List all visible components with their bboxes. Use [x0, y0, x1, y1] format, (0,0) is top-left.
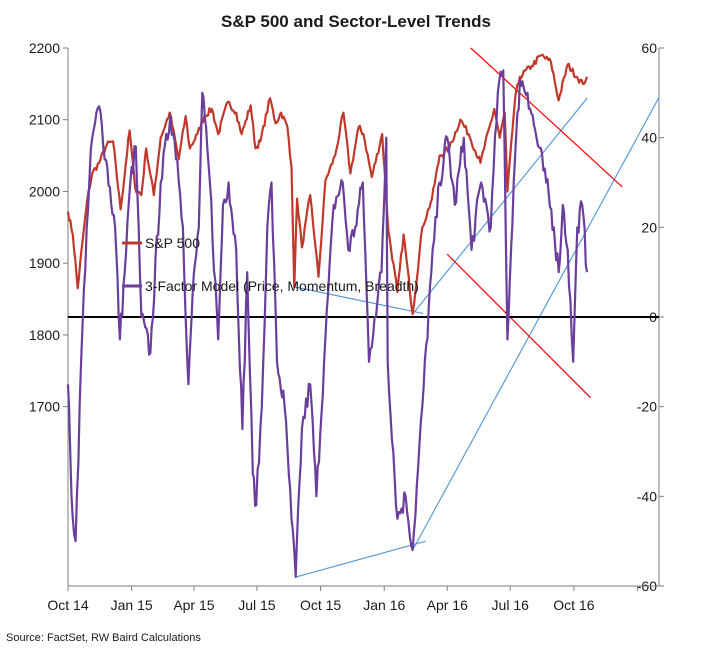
legend: S&P 500 3-Factor Model (Price, Momentum, … — [122, 235, 419, 294]
x-tick-label: Oct 15 — [300, 597, 341, 613]
annotation-lines — [68, 47, 660, 578]
x-tick-label: Jan 15 — [111, 597, 153, 613]
x-tick-label: Jan 16 — [363, 597, 405, 613]
x-tick-label: Oct 16 — [553, 597, 594, 613]
right-tick-label: 60 — [641, 40, 657, 56]
left-tick-label: 1900 — [29, 255, 60, 271]
x-tick-label: Apr 15 — [173, 597, 214, 613]
axes: 170018001900200021002200-60-40-200204060… — [29, 40, 664, 613]
right-tick-label: 20 — [641, 219, 657, 235]
left-tick-label: 2000 — [29, 183, 60, 199]
trendline — [446, 253, 591, 399]
x-tick-label: Jul 15 — [238, 597, 276, 613]
trendline — [470, 47, 623, 188]
three-factor-line — [66, 69, 589, 579]
left-tick-label: 2100 — [29, 112, 60, 128]
left-tick-label: 1800 — [29, 327, 60, 343]
trendline — [294, 286, 424, 315]
x-tick-label: Oct 14 — [47, 597, 88, 613]
series-lines — [66, 53, 589, 579]
chart-title: S&P 500 and Sector-Level Trends — [221, 12, 491, 31]
right-tick-label: -40 — [637, 488, 657, 504]
trendline — [412, 97, 588, 315]
x-tick-label: Apr 16 — [427, 597, 468, 613]
x-tick-label: Jul 16 — [492, 597, 530, 613]
right-tick-label: 40 — [641, 130, 657, 146]
trendline — [295, 540, 426, 578]
legend-label: S&P 500 — [145, 235, 200, 251]
trendline — [412, 97, 660, 551]
sp500-line — [66, 53, 589, 316]
right-tick-label: -20 — [637, 399, 657, 415]
source-note: Source: FactSet, RW Baird Calculations — [6, 632, 201, 644]
left-tick-label: 1700 — [29, 399, 60, 415]
legend-label: 3-Factor Model (Price, Momentum, Breadth… — [145, 278, 419, 294]
left-tick-label: 2200 — [29, 40, 60, 56]
